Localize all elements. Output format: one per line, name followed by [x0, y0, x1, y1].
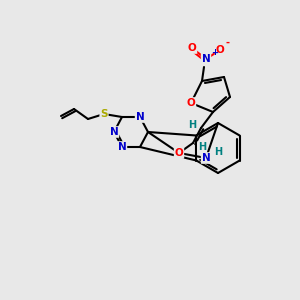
Text: N: N — [136, 112, 144, 122]
Text: H: H — [198, 142, 206, 152]
Text: N: N — [202, 54, 210, 64]
Text: H: H — [188, 120, 196, 130]
Text: O: O — [188, 43, 196, 53]
Text: +: + — [211, 48, 218, 57]
Text: H: H — [214, 147, 222, 157]
Text: -: - — [226, 38, 230, 48]
Text: N: N — [202, 153, 210, 163]
Text: N: N — [118, 142, 126, 152]
Text: S: S — [100, 109, 108, 119]
Text: O: O — [187, 98, 195, 108]
Text: O: O — [175, 148, 183, 158]
Text: N: N — [110, 127, 118, 137]
Text: O: O — [216, 45, 224, 55]
